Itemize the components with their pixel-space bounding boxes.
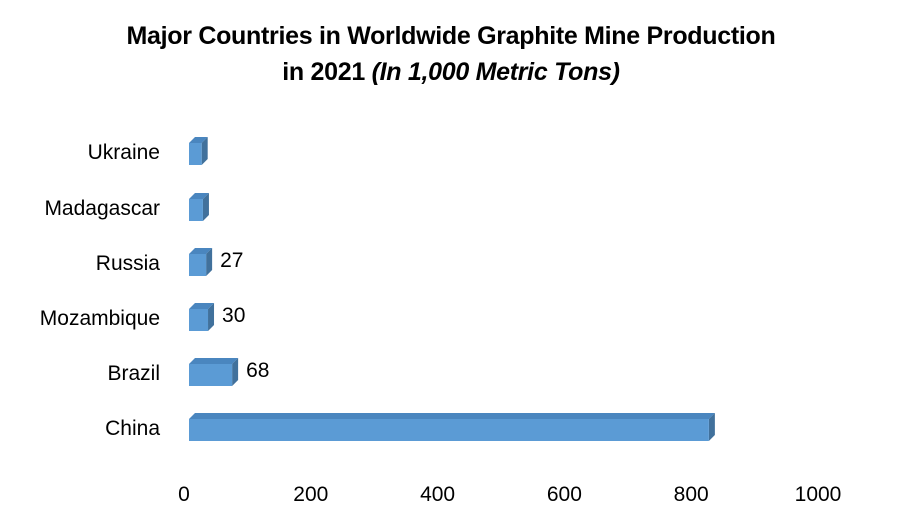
- category-label: Madagascar: [44, 197, 160, 220]
- category-label: Ukraine: [87, 141, 160, 164]
- data-label: 27: [220, 249, 244, 272]
- x-tick-label: 400: [420, 483, 456, 506]
- chart-title-year: in 2021: [282, 58, 372, 86]
- bar-madagascar: [189, 193, 209, 221]
- chart-title-unit: (In 1,000 Metric Tons): [371, 58, 620, 86]
- bar-mozambique: [189, 303, 215, 331]
- chart-title: Major Countries in Worldwide Graphite Mi…: [0, 18, 902, 90]
- category-label: Russia: [95, 252, 160, 275]
- bar-ukraine: [189, 137, 208, 165]
- data-label: 30: [222, 304, 246, 327]
- x-tick-label: 0: [178, 483, 190, 506]
- chart-title-line1: Major Countries in Worldwide Graphite Mi…: [126, 22, 776, 50]
- category-label: China: [105, 417, 160, 440]
- x-tick-label: 1000: [794, 483, 842, 506]
- x-tick-label: 600: [546, 483, 582, 506]
- bar-russia: [189, 248, 213, 276]
- bar-brazil: [189, 358, 239, 386]
- category-label: Brazil: [107, 362, 160, 385]
- data-label: 68: [246, 359, 270, 382]
- x-tick-label: 800: [673, 483, 709, 506]
- chart-title-line2: in 2021 (In 1,000 Metric Tons): [0, 54, 902, 90]
- bar-china: [189, 413, 715, 441]
- x-tick-label: 200: [293, 483, 329, 506]
- category-label: Mozambique: [39, 307, 160, 330]
